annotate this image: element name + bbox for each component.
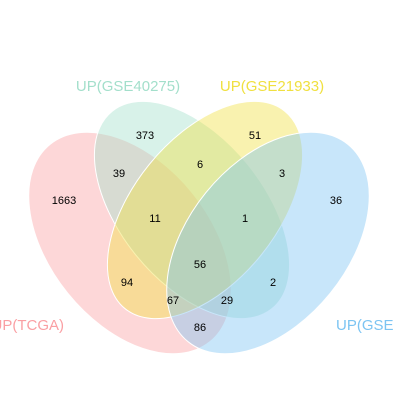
region-count-tcga-gse-d: 86	[194, 322, 206, 334]
region-count-gse40275-gse21933: 6	[197, 159, 203, 171]
set-ellipse-gse-d	[166, 131, 370, 355]
region-count-gse-d-only: 36	[330, 195, 342, 207]
set-label-gse40275: UP(GSE40275)	[76, 78, 180, 95]
region-count-gse21933-gse-d: 3	[279, 168, 285, 180]
set-ellipse-gse40275	[93, 100, 291, 320]
region-count-gse40275-gse-d: 2	[270, 277, 276, 289]
region-count-all-four: 56	[194, 259, 206, 271]
region-count-tcga-gse40275-gse-d: 67	[167, 295, 179, 307]
set-ellipse-gse21933	[106, 100, 304, 320]
region-count-tcga-only: 1663	[52, 195, 76, 207]
region-count-tcga-gse40275-gse21933: 11	[149, 213, 160, 225]
set-label-gse-d: UP(GSE	[336, 317, 394, 334]
region-count-gse40275-gse21933-gse-d: 1	[242, 213, 248, 225]
region-count-gse40275-only: 373	[136, 130, 154, 142]
set-ellipse-tcga	[28, 131, 232, 355]
set-label-tcga: UP(TCGA)	[0, 317, 64, 334]
region-count-tcga-gse21933: 94	[121, 277, 133, 289]
region-count-tcga-gse21933-gse-d: 29	[221, 295, 233, 307]
set-label-gse21933: UP(GSE21933)	[220, 78, 324, 95]
region-count-tcga-gse40275: 39	[113, 168, 125, 180]
region-count-gse21933-only: 51	[249, 130, 261, 142]
